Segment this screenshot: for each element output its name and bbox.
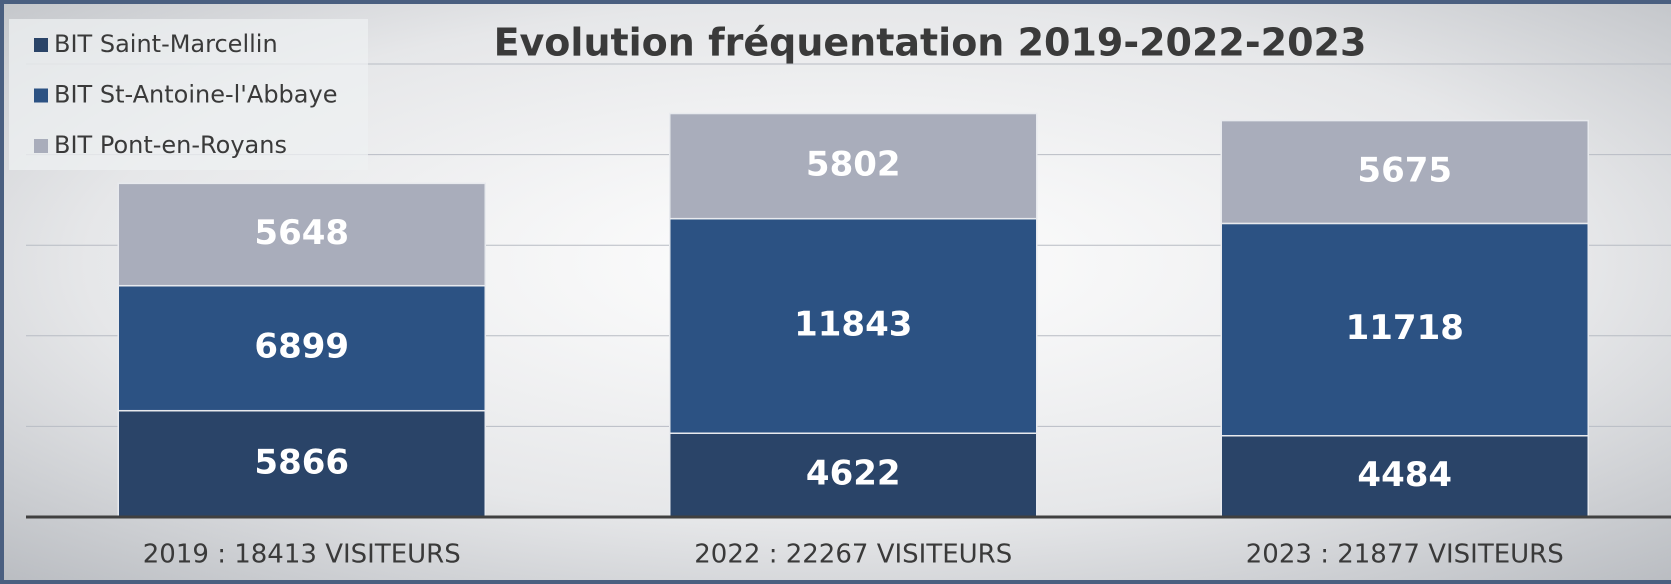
chart-title: Evolution fréquentation 2019-2022-2023 (494, 21, 1367, 65)
legend-swatch (34, 38, 48, 52)
bar-segment (669, 217, 1038, 434)
legend-box (9, 19, 368, 170)
data-label: 5648 (254, 213, 349, 253)
legend-swatch (34, 88, 48, 103)
bar-segment (117, 182, 486, 287)
data-label: 5675 (1357, 151, 1452, 191)
bar-segment (1220, 119, 1589, 225)
bar-segment (117, 409, 486, 518)
bar-segment (669, 112, 1038, 220)
x-tick-label: 2023 : 21877 VISITEURS (1246, 540, 1564, 570)
data-label: 11843 (794, 304, 912, 344)
bar-segment (117, 284, 486, 412)
bar-segment (669, 432, 1038, 518)
x-tick-label: 2019 : 18413 VISITEURS (143, 540, 461, 570)
bar-segment (1220, 434, 1589, 518)
legend-label: BIT Pont-en-Royans (54, 131, 287, 159)
legend-label: BIT St-Antoine-l'Abbaye (54, 81, 337, 109)
data-label: 5802 (806, 145, 901, 185)
data-label: 11718 (1346, 308, 1464, 348)
data-label: 6899 (254, 327, 349, 367)
x-tick-label: 2022 : 22267 VISITEURS (694, 540, 1012, 570)
legend-swatch (34, 139, 48, 153)
data-label: 4484 (1357, 455, 1452, 495)
data-label: 4622 (806, 454, 901, 494)
bar-segment (1220, 222, 1589, 437)
legend-label: BIT Saint-Marcellin (54, 30, 278, 58)
data-label: 5866 (254, 442, 349, 482)
